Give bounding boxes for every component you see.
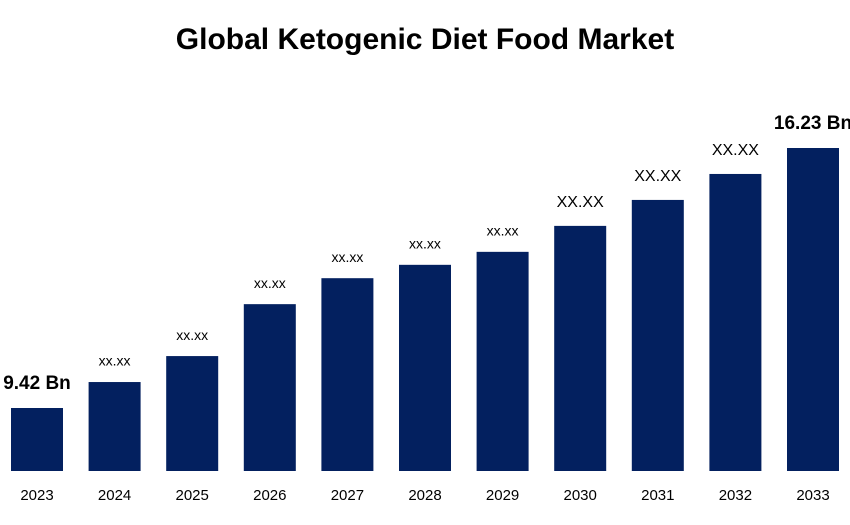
x-tick-label: 2023: [20, 487, 53, 504]
x-tick-label: 2032: [719, 487, 752, 504]
value-label: xx.xx: [254, 275, 286, 291]
x-tick-label: 2029: [486, 487, 519, 504]
bar: [554, 225, 607, 471]
value-label: xx.xx: [99, 353, 131, 369]
value-label: XX.XX: [557, 194, 604, 211]
value-label: XX.XX: [634, 168, 681, 185]
value-label: xx.xx: [487, 223, 519, 239]
bar: [631, 199, 684, 471]
value-label: 16.23 Bn: [774, 113, 850, 134]
x-tick-label: 2025: [176, 487, 209, 504]
x-tick-label: 2028: [408, 487, 441, 504]
x-tick-label: 2027: [331, 487, 364, 504]
bar: [88, 382, 141, 471]
bar: [787, 148, 839, 471]
value-label: xx.xx: [409, 236, 441, 252]
bar: [399, 264, 451, 471]
value-label: 9.42 Bn: [3, 373, 71, 394]
value-label: xx.xx: [331, 249, 363, 265]
x-tick-label: 2031: [641, 487, 674, 504]
chart-title: Global Ketogenic Diet Food Market: [176, 23, 674, 56]
value-label: xx.xx: [176, 327, 208, 343]
x-tick-label: 2033: [796, 487, 829, 504]
bar: [166, 356, 219, 471]
x-tick-label: 2024: [98, 487, 131, 504]
bar: [11, 408, 63, 471]
bar: [476, 251, 529, 471]
value-label: XX.XX: [712, 142, 759, 159]
bar: [321, 278, 374, 471]
x-tick-label: 2026: [253, 487, 286, 504]
x-tick-label: 2030: [564, 487, 597, 504]
bar: [243, 304, 296, 471]
bar: [709, 173, 762, 471]
